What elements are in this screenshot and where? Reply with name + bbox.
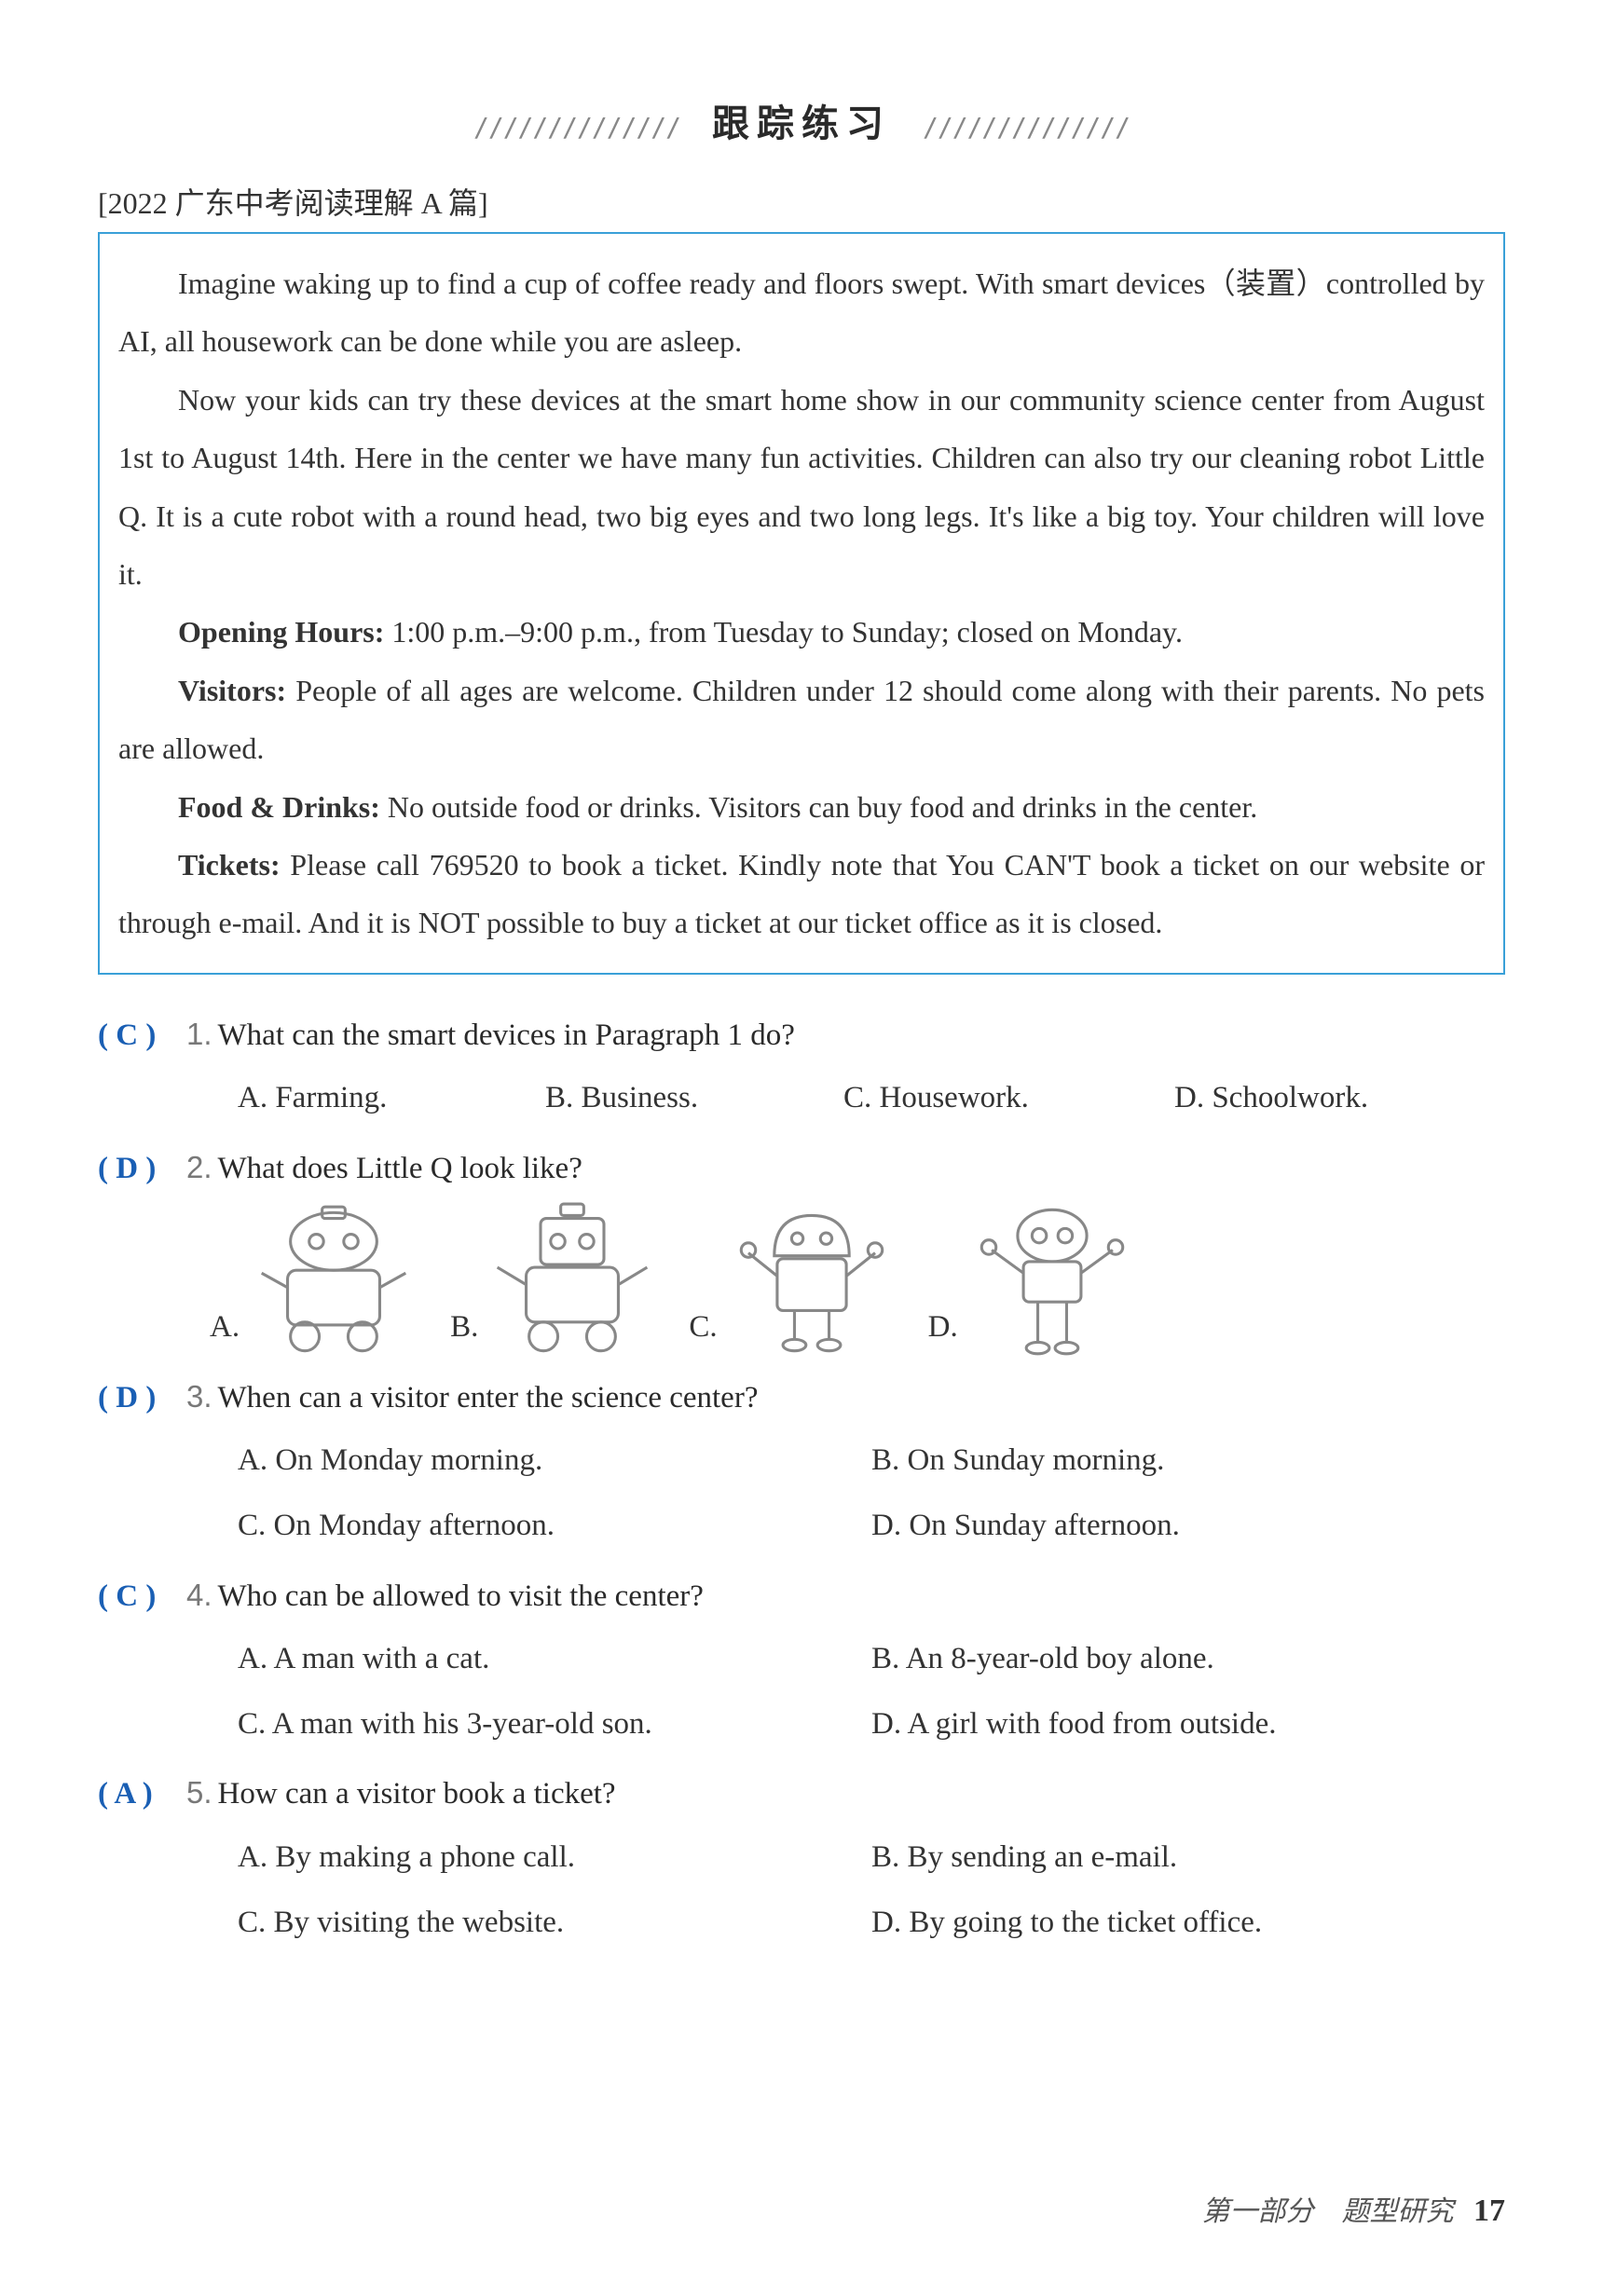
question-number: 4. xyxy=(186,1564,212,1627)
option-c: C. A man with his 3-year-old son. xyxy=(238,1693,871,1756)
question-number: 5. xyxy=(186,1761,212,1824)
answer-letter: ( C ) xyxy=(98,1565,186,1629)
hatch-left: ////////////// xyxy=(473,112,680,143)
passage-p2: Now your kids can try these devices at t… xyxy=(118,371,1485,604)
option-d: D. By going to the ticket office. xyxy=(871,1892,1505,1955)
option-b: B. By sending an e-mail. xyxy=(871,1826,1505,1890)
option-c-robot: C. xyxy=(689,1201,899,1360)
answer-letter: ( A ) xyxy=(98,1763,186,1826)
passage-p5: Food & Drinks: No outside food or drinks… xyxy=(118,778,1485,836)
option-b: B. Business. xyxy=(545,1067,843,1130)
question-2: ( D ) 2. What does Little Q look like? xyxy=(98,1136,1505,1201)
option-b-robot: B. xyxy=(450,1201,661,1360)
question-text: What can the smart devices in Paragraph … xyxy=(218,1004,795,1068)
robot-c-icon xyxy=(723,1201,900,1360)
option-a: A. A man with a cat. xyxy=(238,1628,871,1691)
question-text: Who can be allowed to visit the center? xyxy=(218,1565,704,1629)
question-number: 3. xyxy=(186,1365,212,1428)
options-images: A. B. xyxy=(210,1201,1505,1360)
question-1: ( C ) 1. What can the smart devices in P… xyxy=(98,1003,1505,1068)
options-grid: A. A man with a cat. B. An 8-year-old bo… xyxy=(238,1628,1505,1756)
section-title: 跟踪练习 xyxy=(712,102,891,144)
source-label: [2022 广东中考阅读理解 A 篇] xyxy=(98,180,1505,223)
option-a: A. Farming. xyxy=(238,1067,545,1130)
robot-d-icon xyxy=(964,1201,1141,1360)
passage-p6: Tickets: Please call 769520 to book a ti… xyxy=(118,836,1485,952)
option-d-robot: D. xyxy=(928,1201,1141,1360)
question-4: ( C ) 4. Who can be allowed to visit the… xyxy=(98,1564,1505,1629)
option-c: C. On Monday afternoon. xyxy=(238,1495,871,1558)
question-number: 1. xyxy=(186,1003,212,1066)
robot-b-icon xyxy=(484,1201,661,1360)
question-text: When can a visitor enter the science cen… xyxy=(218,1367,759,1430)
option-c: C. Housework. xyxy=(843,1067,1174,1130)
passage-p3: Opening Hours: 1:00 p.m.–9:00 p.m., from… xyxy=(118,603,1485,661)
robot-a-icon xyxy=(245,1201,422,1360)
options-grid: A. By making a phone call. B. By sending… xyxy=(238,1826,1505,1954)
answer-letter: ( D ) xyxy=(98,1367,186,1430)
question-number: 2. xyxy=(186,1136,212,1199)
option-d: D. On Sunday afternoon. xyxy=(871,1495,1505,1558)
questions-block: ( C ) 1. What can the smart devices in P… xyxy=(98,1003,1505,1955)
answer-letter: ( C ) xyxy=(98,1004,186,1068)
option-b: B. An 8-year-old boy alone. xyxy=(871,1628,1505,1691)
option-b: B. On Sunday morning. xyxy=(871,1429,1505,1493)
option-a-robot: A. xyxy=(210,1201,422,1360)
reading-passage: Imagine waking up to find a cup of coffe… xyxy=(98,232,1505,975)
option-c: C. By visiting the website. xyxy=(238,1892,871,1955)
option-d: D. A girl with food from outside. xyxy=(871,1693,1505,1756)
options-row: A. Farming. B. Business. C. Housework. D… xyxy=(238,1067,1505,1130)
page-footer: 第一部分 题型研究 17 xyxy=(1202,2188,1506,2229)
page-number: 17 xyxy=(1473,2194,1505,2228)
options-grid: A. On Monday morning. B. On Sunday morni… xyxy=(238,1429,1505,1557)
question-text: How can a visitor book a ticket? xyxy=(218,1763,616,1826)
option-a: A. By making a phone call. xyxy=(238,1826,871,1890)
question-text: What does Little Q look like? xyxy=(218,1138,582,1201)
section-header: ////////////// 跟踪练习 ////////////// xyxy=(98,93,1505,147)
answer-letter: ( D ) xyxy=(98,1138,186,1201)
option-d: D. Schoolwork. xyxy=(1174,1067,1454,1130)
question-5: ( A ) 5. How can a visitor book a ticket… xyxy=(98,1761,1505,1826)
footer-section: 第一部分 题型研究 xyxy=(1202,2196,1454,2227)
passage-p4: Visitors: People of all ages are welcome… xyxy=(118,662,1485,778)
question-3: ( D ) 3. When can a visitor enter the sc… xyxy=(98,1365,1505,1430)
hatch-right: ////////////// xyxy=(923,112,1130,143)
passage-p1: Imagine waking up to find a cup of coffe… xyxy=(118,254,1485,371)
option-a: A. On Monday morning. xyxy=(238,1429,871,1493)
